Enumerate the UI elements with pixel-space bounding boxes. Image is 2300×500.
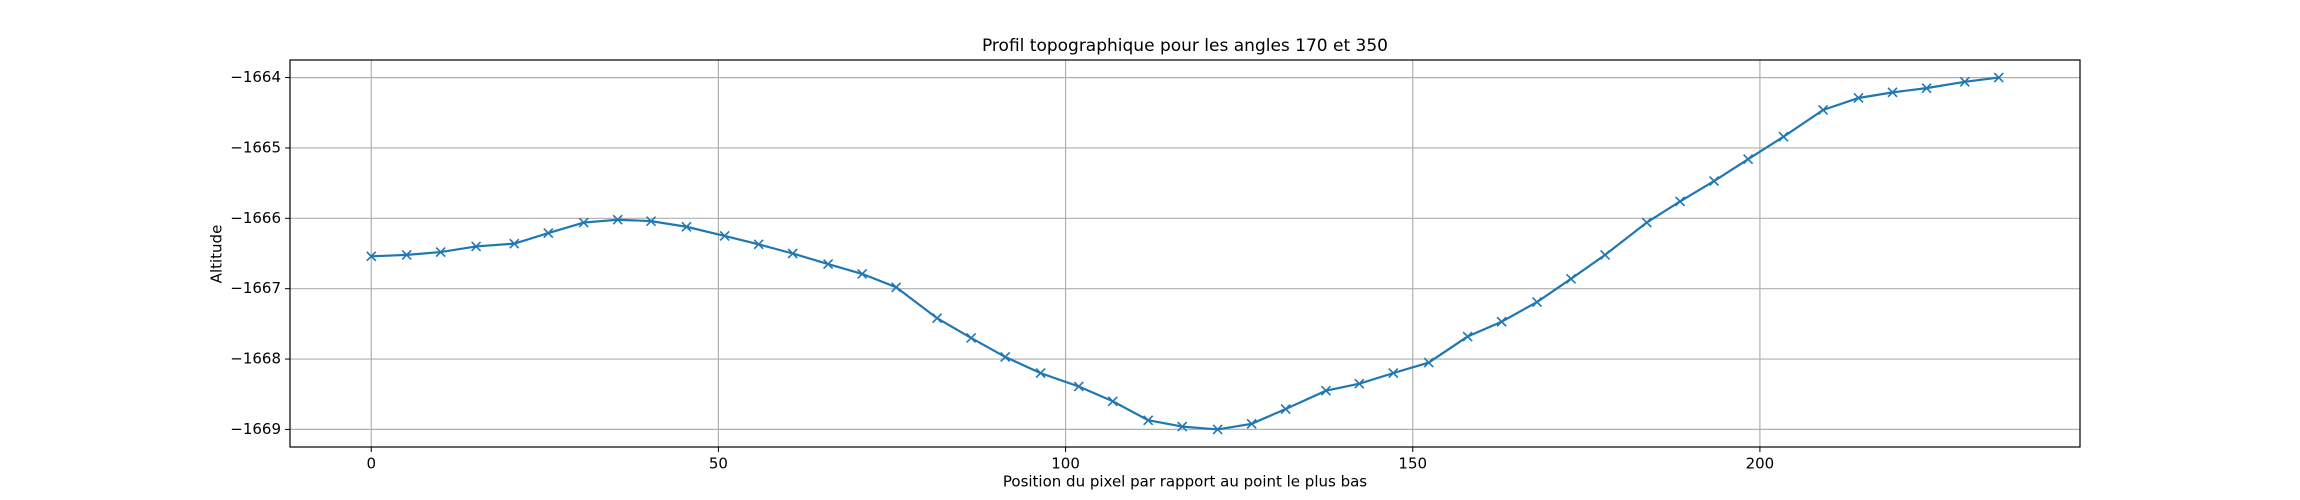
marker [1496,316,1507,327]
y-tick-label: −1667 [230,279,281,297]
x-tick-label: 200 [1746,455,1775,473]
marker [1641,217,1652,228]
marker [366,251,377,262]
marker [681,221,692,232]
marker [471,241,482,252]
marker [891,282,902,293]
marker [1818,104,1829,116]
y-tick-label: −1664 [230,68,281,86]
x-tick-label: 100 [1051,455,1080,473]
chart-title: Profil topographique pour les angles 170… [982,36,1388,56]
marker [1531,296,1543,308]
x-tick-label: 150 [1398,455,1427,473]
marker [1388,368,1399,379]
marker [1000,351,1011,363]
marker [857,268,868,279]
marker [401,249,412,260]
marker [1212,424,1223,435]
marker [1959,76,1970,87]
marker [1423,357,1434,368]
y-tick-label: −1669 [230,420,281,438]
marker [1743,154,1754,165]
marker [823,258,834,270]
x-tick-label: 50 [709,455,728,473]
marker [1921,83,1932,94]
y-tick-label: −1668 [230,350,281,368]
plot-frame [289,59,2081,448]
marker [543,228,554,239]
marker [1887,87,1898,98]
marker [1674,196,1686,207]
x-tick-label: 0 [366,455,376,473]
marker [509,238,520,249]
marker [719,230,730,241]
marker [1600,249,1611,260]
marker [932,313,943,324]
marker [1853,92,1864,104]
marker [966,332,977,344]
y-tick-label: −1665 [230,138,281,156]
marker [787,248,798,259]
marker [1462,331,1473,342]
marker [1709,175,1720,187]
line [371,76,1999,431]
marker [612,214,623,225]
marker [1246,418,1257,429]
marker [435,247,446,258]
marker [1073,381,1084,392]
marker [1354,378,1365,389]
marker [1993,72,2004,83]
marker [1565,273,1577,284]
x-axis-label: Position du pixel par rapport au point l… [1003,473,1367,491]
marker [1280,403,1291,415]
marker [1320,385,1332,396]
marker [1143,415,1154,426]
marker [1177,421,1188,432]
marker [1778,131,1789,142]
marker [578,217,589,228]
marker [753,239,764,250]
marker [645,216,657,227]
marker [1035,368,1046,379]
y-tick-label: −1666 [230,209,281,227]
y-axis-label: Altitude [208,225,226,284]
marker [1107,396,1118,407]
